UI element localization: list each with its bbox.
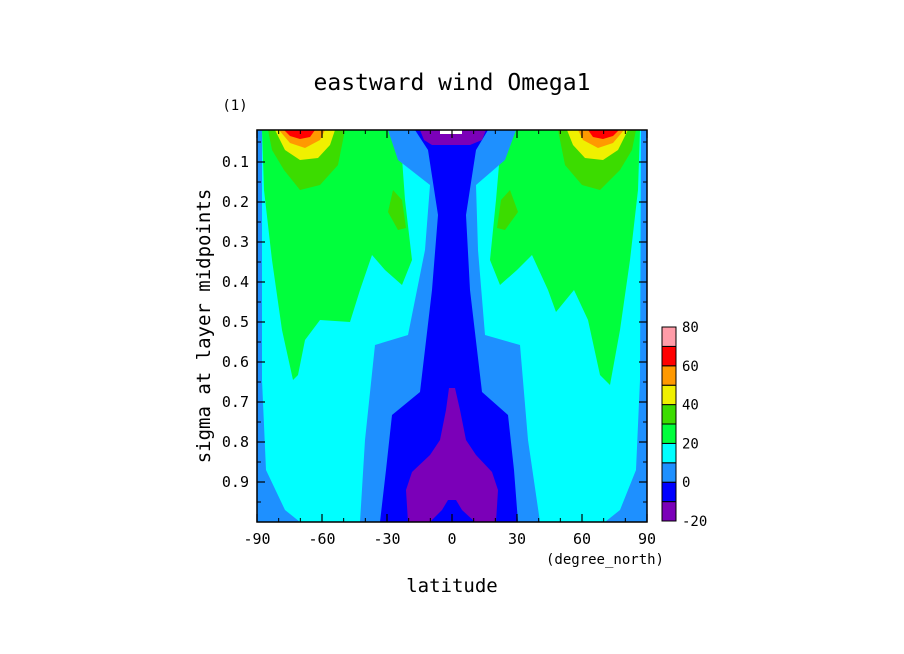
x-tick-label: -90	[243, 530, 270, 548]
y-tick-label: 0.2	[222, 193, 249, 211]
x-tick-labels: -90 -60 -30 0 30 60 90	[243, 530, 656, 548]
x-tick-label: -30	[373, 530, 400, 548]
colorbar-swatch	[661, 384, 677, 406]
axis-ticks	[256, 130, 648, 522]
x-tick-label: -60	[308, 530, 335, 548]
y-tick-label: 0.5	[222, 313, 249, 331]
y-tick-label: 0.1	[222, 153, 249, 171]
contour-band-neg10-0	[380, 130, 518, 522]
contour-band-neg20-neg10-top	[420, 130, 486, 145]
colorbar-label: 20	[682, 436, 699, 452]
y-tick-label: 0.8	[222, 433, 249, 451]
colorbar-labels: 80 60 40 20 0 -20	[682, 320, 707, 530]
colorbar-swatch	[661, 481, 677, 503]
colorbar-swatch	[661, 326, 677, 347]
contour-band-neg20-neg10-bottom	[406, 388, 498, 522]
colorbar-swatch	[661, 365, 677, 386]
contour-field	[257, 130, 647, 522]
x-axis-label: latitude	[406, 575, 498, 597]
colorbar-swatch	[661, 423, 677, 444]
contour-band-20-30-sh	[262, 130, 412, 380]
y-tick-label: 0.9	[222, 473, 249, 491]
colorbar-label: 40	[682, 398, 699, 414]
colorbar-swatch	[661, 442, 677, 464]
y-tick-label: 0.4	[222, 273, 249, 291]
colorbar-swatch	[661, 345, 677, 367]
x-tick-label: 30	[508, 530, 526, 548]
x-units-label: (degree_north)	[546, 552, 664, 568]
colorbar-swatch	[661, 462, 677, 483]
y-tick-label: 0.6	[222, 353, 249, 371]
contour-band-60-70-nh	[588, 130, 619, 139]
contour-band-20-30-nh	[490, 130, 640, 385]
colorbar-label: 80	[682, 320, 699, 336]
contour-band-30-40-sh-blob	[388, 190, 406, 230]
y-axis-label: sigma at layer midpoints	[193, 189, 215, 464]
x-tick-label: 90	[638, 530, 656, 548]
colorbar-label: 0	[682, 475, 690, 491]
colorbar-label: 60	[682, 359, 699, 375]
x-tick-label: 60	[573, 530, 591, 548]
y-tick-label: 0.3	[222, 233, 249, 251]
y-tick-labels: 0.1 0.2 0.3 0.4 0.5 0.6 0.7 0.8 0.9	[222, 153, 249, 491]
y-tick-label: 0.7	[222, 393, 249, 411]
colorbar-swatch	[661, 501, 677, 522]
contour-band-30-40-nh-blob	[497, 190, 518, 230]
chart-title: eastward wind Omega1	[314, 70, 591, 96]
colorbar	[661, 326, 677, 522]
contour-white-cell	[440, 130, 462, 134]
colorbar-swatch	[661, 404, 677, 425]
contour-band-60-70-sh	[284, 130, 315, 139]
x-tick-label: 0	[447, 530, 456, 548]
colorbar-label: -20	[682, 514, 707, 530]
units-label: (1)	[222, 98, 247, 114]
